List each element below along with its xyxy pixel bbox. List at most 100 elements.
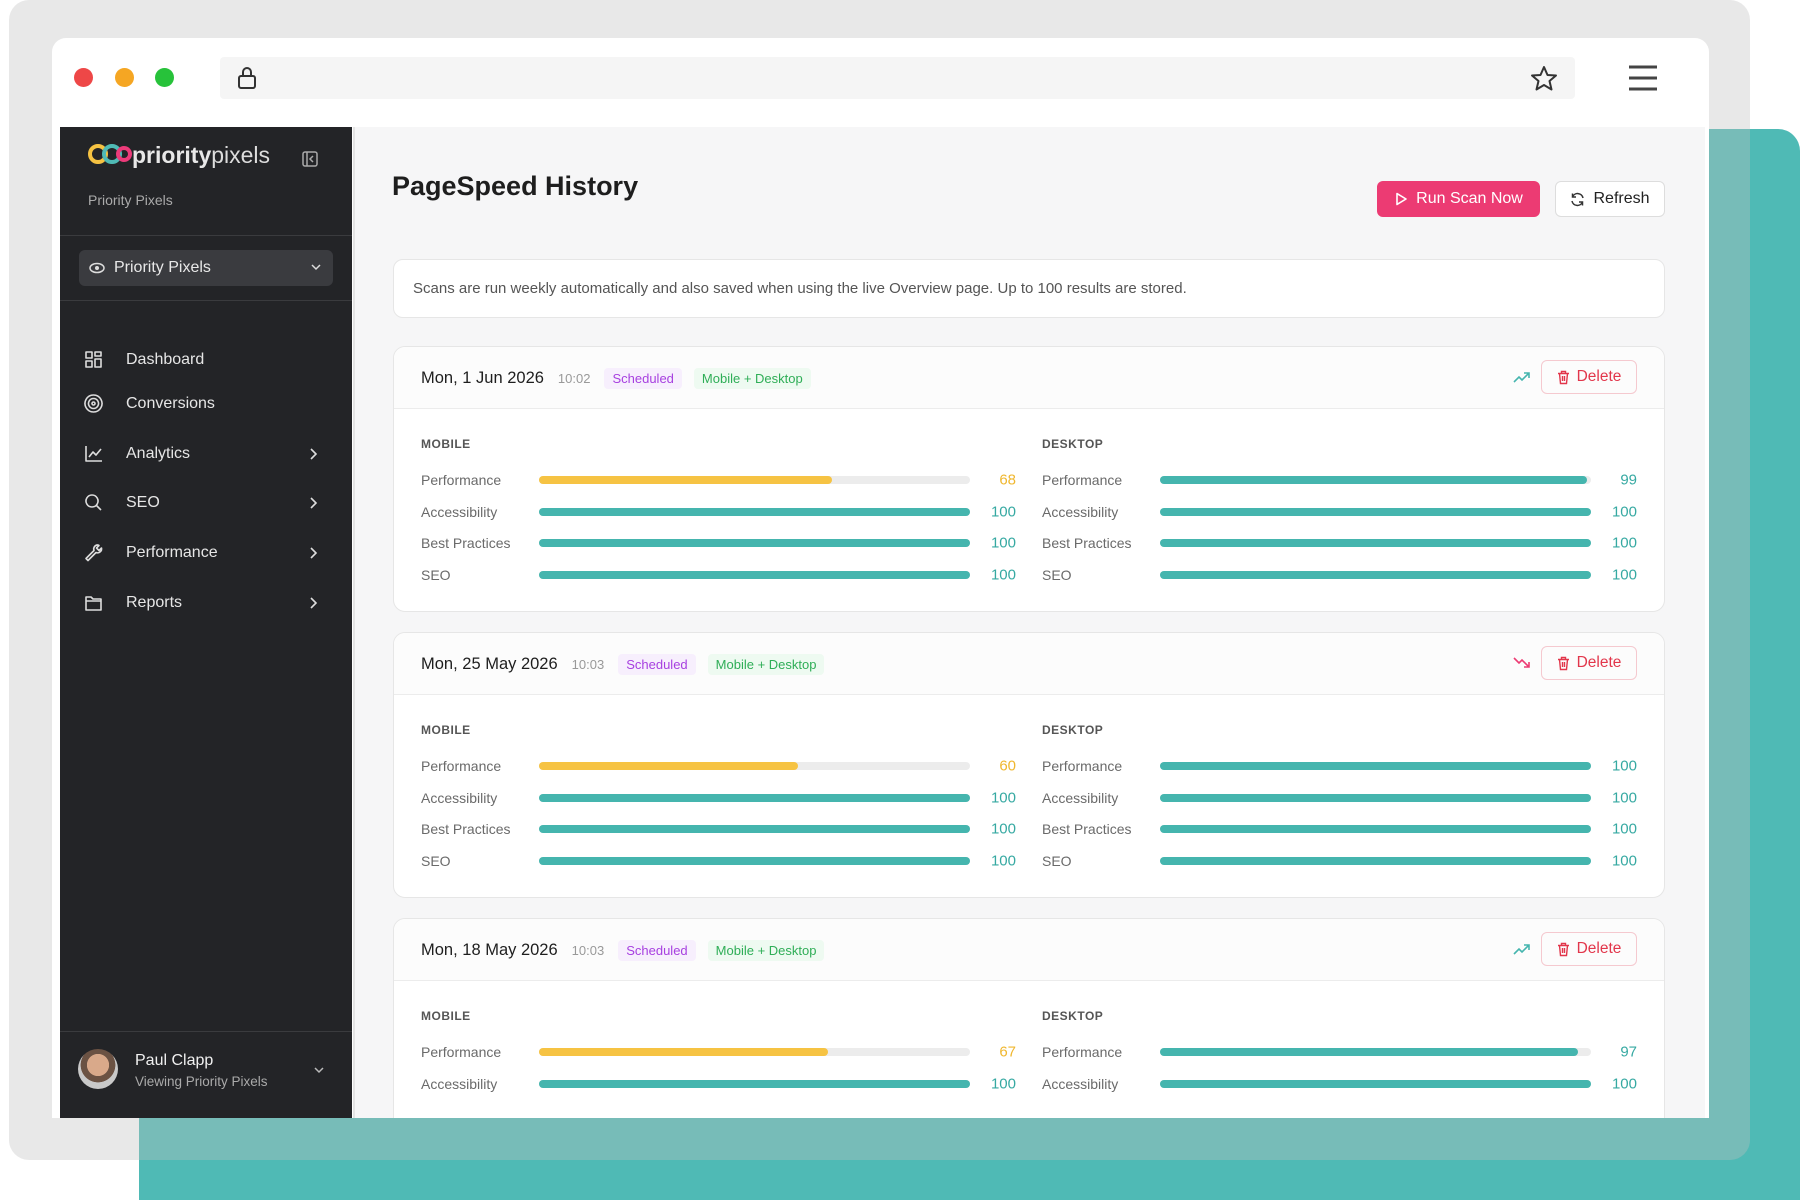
source-tag: Scheduled bbox=[604, 368, 682, 389]
score-track bbox=[1160, 539, 1591, 548]
metric-label: Accessibility bbox=[421, 789, 498, 806]
chevron-down bbox=[311, 264, 321, 271]
metric-label: SEO bbox=[421, 566, 451, 583]
scan-card: Mon, 18 May 2026 10:03 Scheduled Mobile + D… bbox=[393, 918, 1665, 1118]
nav-label: SEO bbox=[126, 494, 160, 511]
score-bar bbox=[539, 507, 970, 516]
delete-button[interactable]: Delete bbox=[1541, 360, 1637, 394]
metric-label: Accessibility bbox=[1042, 503, 1119, 520]
chevron-right bbox=[310, 448, 318, 460]
score-value: 100 bbox=[1611, 789, 1637, 807]
score-bar bbox=[539, 762, 798, 770]
delete-button[interactable]: Delete bbox=[1541, 646, 1637, 680]
score-bar bbox=[1160, 1048, 1579, 1056]
metric-label: Performance bbox=[421, 472, 502, 488]
delete-label: Delete bbox=[1576, 368, 1622, 385]
score-bar bbox=[1160, 856, 1591, 865]
browser-window: prioritypixels Priority Pixels Priority … bbox=[52, 38, 1709, 1118]
metric-label: Best Practices bbox=[421, 535, 511, 552]
source-tag: Scheduled bbox=[618, 940, 696, 961]
card-header bbox=[394, 633, 1664, 695]
score-value: 100 bbox=[1611, 534, 1637, 552]
score-value: 99 bbox=[1620, 471, 1637, 489]
notice-text: Scans are run weekly automatically and a… bbox=[413, 280, 1187, 297]
nav-item[interactable]: Conversions bbox=[60, 384, 352, 424]
divider bbox=[60, 1031, 352, 1032]
score-value: 97 bbox=[1620, 1043, 1637, 1061]
nav-item[interactable]: Analytics bbox=[60, 434, 352, 474]
score-value: 100 bbox=[990, 820, 1016, 838]
chevron-shape bbox=[310, 547, 318, 559]
scan-time: 10:03 bbox=[571, 657, 605, 672]
trash-shape bbox=[1557, 370, 1569, 384]
menu-icon[interactable] bbox=[1627, 64, 1659, 92]
score-track bbox=[539, 1048, 970, 1056]
page-title: PageSpeed History bbox=[392, 171, 639, 201]
score-value: 100 bbox=[1611, 820, 1637, 838]
score-bar bbox=[1160, 793, 1591, 802]
score-value: 100 bbox=[1611, 503, 1637, 521]
maximize-dot[interactable] bbox=[155, 68, 174, 87]
metric-label: Accessibility bbox=[421, 1075, 498, 1092]
refresh-label: Refresh bbox=[1593, 190, 1650, 207]
score-value: 100 bbox=[1611, 757, 1637, 775]
score-track bbox=[539, 856, 970, 865]
run-scan-button[interactable]: Run Scan Now bbox=[1377, 181, 1540, 217]
score-value: 100 bbox=[990, 789, 1016, 807]
nav-label: Performance bbox=[126, 544, 218, 561]
icon-shape bbox=[85, 544, 103, 562]
metric-label: Performance bbox=[1042, 758, 1123, 774]
nav-item[interactable]: SEO bbox=[60, 483, 352, 523]
play-icon bbox=[1396, 192, 1407, 206]
nav-item[interactable]: Performance bbox=[60, 533, 352, 573]
nav-icon bbox=[85, 544, 103, 562]
score-track bbox=[1160, 1048, 1591, 1056]
metric-label: Accessibility bbox=[1042, 1075, 1119, 1092]
nav-icon bbox=[85, 596, 102, 611]
avatar[interactable] bbox=[78, 1049, 118, 1089]
nav-item[interactable]: Dashboard bbox=[60, 340, 352, 380]
metric-label: Performance bbox=[421, 1044, 502, 1060]
close-dot[interactable] bbox=[74, 68, 93, 87]
score-track bbox=[1160, 856, 1591, 865]
score-bar bbox=[539, 570, 970, 579]
chevron-right bbox=[310, 497, 318, 509]
devices-tag: Mobile + Desktop bbox=[707, 940, 825, 961]
bookmark-icon[interactable] bbox=[1530, 65, 1558, 91]
run-scan-label: Run Scan Now bbox=[1416, 190, 1523, 207]
delete-button[interactable]: Delete bbox=[1541, 932, 1637, 966]
trend-icon bbox=[1513, 657, 1530, 668]
collapse-icon[interactable] bbox=[302, 151, 318, 167]
nav-label: Conversions bbox=[126, 395, 215, 412]
address-bar[interactable] bbox=[220, 57, 1575, 99]
chevron-shape bbox=[310, 448, 318, 460]
metric-label: Performance bbox=[1042, 1044, 1123, 1060]
score-value: 100 bbox=[990, 852, 1016, 870]
chevron-right bbox=[310, 597, 318, 609]
nav-icon bbox=[85, 446, 102, 462]
trend-shape bbox=[1513, 944, 1530, 955]
icon-shape bbox=[85, 596, 102, 611]
score-bar bbox=[1160, 762, 1591, 770]
nav-item[interactable]: Reports bbox=[60, 583, 352, 623]
nav-label: Dashboard bbox=[126, 351, 205, 368]
minimize-dot[interactable] bbox=[115, 68, 134, 87]
trash-icon bbox=[1557, 370, 1569, 384]
score-value: 100 bbox=[990, 534, 1016, 552]
metric-label: Performance bbox=[1042, 472, 1123, 488]
group-label: MOBILE bbox=[421, 723, 471, 737]
icon-shape bbox=[85, 446, 102, 462]
site-selector[interactable]: Priority Pixels bbox=[79, 250, 333, 286]
score-bar bbox=[539, 1048, 828, 1056]
group-label: DESKTOP bbox=[1042, 1009, 1104, 1023]
chevron-down[interactable] bbox=[314, 1067, 324, 1075]
sidebar: prioritypixels Priority Pixels Priority … bbox=[60, 127, 352, 1118]
score-value: 68 bbox=[999, 471, 1016, 489]
metric-label: Best Practices bbox=[1042, 821, 1132, 838]
score-bar bbox=[539, 856, 970, 865]
score-track bbox=[539, 476, 970, 484]
scan-date: Mon, 1 Jun 2026 bbox=[421, 369, 544, 387]
refresh-button[interactable]: Refresh bbox=[1555, 181, 1665, 217]
score-value: 100 bbox=[1611, 566, 1637, 584]
